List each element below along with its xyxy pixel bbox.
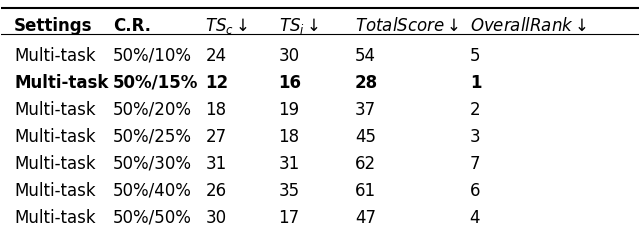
- Text: 18: 18: [205, 101, 227, 119]
- Text: 50%/25%: 50%/25%: [113, 128, 192, 146]
- Text: Multi-task: Multi-task: [14, 101, 96, 119]
- Text: 27: 27: [205, 128, 227, 146]
- Text: 54: 54: [355, 47, 376, 64]
- Text: Multi-task: Multi-task: [14, 182, 96, 200]
- Text: 50%/15%: 50%/15%: [113, 74, 198, 92]
- Text: 50%/10%: 50%/10%: [113, 47, 192, 64]
- Text: 31: 31: [278, 155, 300, 173]
- Text: 62: 62: [355, 155, 376, 173]
- Text: $OverallRank\downarrow$: $OverallRank\downarrow$: [470, 17, 587, 35]
- Text: 18: 18: [278, 128, 300, 146]
- Text: 24: 24: [205, 47, 227, 64]
- Text: 16: 16: [278, 74, 301, 92]
- Text: 2: 2: [470, 101, 481, 119]
- Text: 26: 26: [205, 182, 227, 200]
- Text: Settings: Settings: [14, 17, 93, 35]
- Text: Multi-task: Multi-task: [14, 128, 96, 146]
- Text: 50%/20%: 50%/20%: [113, 101, 192, 119]
- Text: 19: 19: [278, 101, 300, 119]
- Text: 4: 4: [470, 209, 480, 227]
- Text: $TotalScore\downarrow$: $TotalScore\downarrow$: [355, 17, 460, 35]
- Text: 47: 47: [355, 209, 376, 227]
- Text: Multi-task: Multi-task: [14, 74, 109, 92]
- Text: 45: 45: [355, 128, 376, 146]
- Text: 31: 31: [205, 155, 227, 173]
- Text: 12: 12: [205, 74, 228, 92]
- Text: 37: 37: [355, 101, 376, 119]
- Text: 1: 1: [470, 74, 481, 92]
- Text: 30: 30: [278, 47, 300, 64]
- Text: 61: 61: [355, 182, 376, 200]
- Text: 5: 5: [470, 47, 480, 64]
- Text: Multi-task: Multi-task: [14, 47, 96, 64]
- Text: Multi-task: Multi-task: [14, 209, 96, 227]
- Text: $TS_i\downarrow$: $TS_i\downarrow$: [278, 16, 319, 36]
- Text: 35: 35: [278, 182, 300, 200]
- Text: 7: 7: [470, 155, 480, 173]
- Text: 28: 28: [355, 74, 378, 92]
- Text: 6: 6: [470, 182, 480, 200]
- Text: 50%/40%: 50%/40%: [113, 182, 192, 200]
- Text: 50%/30%: 50%/30%: [113, 155, 192, 173]
- Text: 3: 3: [470, 128, 481, 146]
- Text: 30: 30: [205, 209, 227, 227]
- Text: 50%/50%: 50%/50%: [113, 209, 192, 227]
- Text: Multi-task: Multi-task: [14, 155, 96, 173]
- Text: $TS_c\downarrow$: $TS_c\downarrow$: [205, 16, 248, 36]
- Text: C.R.: C.R.: [113, 17, 151, 35]
- Text: 17: 17: [278, 209, 300, 227]
